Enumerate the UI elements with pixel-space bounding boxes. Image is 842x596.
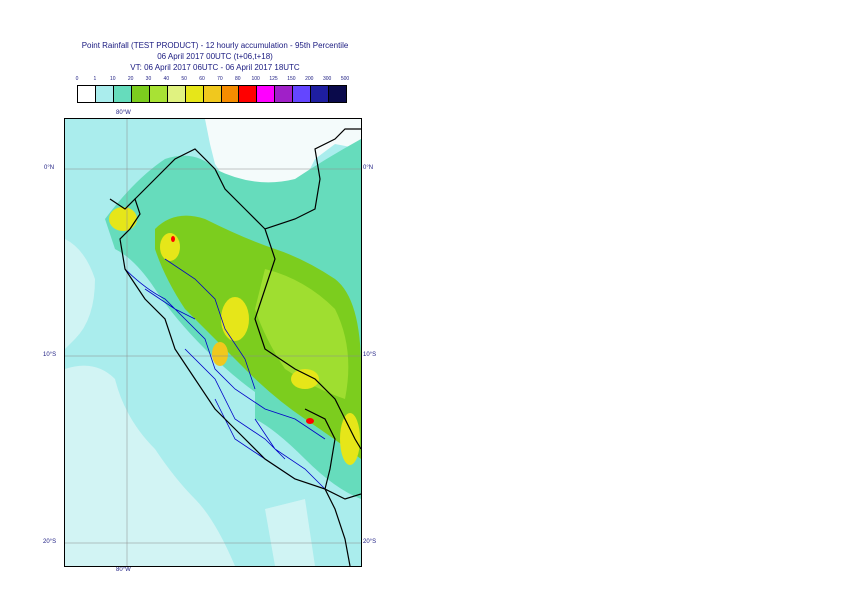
legend-swatch-13 <box>311 86 330 102</box>
national-border-east <box>254 228 361 450</box>
green-rain-area <box>155 215 361 459</box>
pale-area-ocean-band <box>65 365 235 566</box>
title-line-1: Point Rainfall (TEST PRODUCT) - 12 hourl… <box>81 41 349 50</box>
legend-swatch-11 <box>275 86 294 102</box>
legend-swatch-7 <box>203 86 222 102</box>
lat-label-right-0: 0°N <box>363 165 374 171</box>
legend-swatch-3 <box>131 86 150 102</box>
legend-threshold-13: 200 <box>305 76 314 82</box>
yellow-patch-east <box>291 369 319 389</box>
top-longitude-label: 80°W <box>116 110 131 116</box>
legend-swatch-8 <box>221 86 240 102</box>
map-svg <box>65 119 361 566</box>
yellow-patch-central <box>221 297 249 341</box>
legend-threshold-12: 150 <box>287 76 296 82</box>
map-title: Point Rainfall (TEST PRODUCT) - 12 hourl… <box>0 40 430 73</box>
lat-label-right-20: 20°S <box>363 539 377 545</box>
legend-swatch-2 <box>113 86 132 102</box>
lat-label-left-10: 10°S <box>43 352 57 358</box>
title-line-3: VT: 06 April 2017 06UTC - 06 April 2017 … <box>130 63 300 72</box>
legend-swatch-1 <box>95 86 114 102</box>
pale-area-south-coast <box>265 499 315 566</box>
legend-swatch-12 <box>293 86 312 102</box>
legend-threshold-14: 300 <box>322 76 332 82</box>
legend-swatch-9 <box>239 86 258 102</box>
red-spot-southeast <box>306 418 314 424</box>
legend-threshold-11: 125 <box>269 76 278 82</box>
legend-boxes <box>77 85 347 103</box>
legend-swatch-4 <box>149 86 168 102</box>
national-border-south <box>304 408 361 500</box>
legend-swatch-5 <box>167 86 186 102</box>
bottom-longitude-label: 80°W <box>116 567 131 573</box>
legend-threshold-5: 40 <box>163 76 170 82</box>
red-spot-north <box>171 236 175 242</box>
title-line-2: 06 April 2017 00UTC (t+06,t+18) <box>157 52 273 61</box>
legend-threshold-2: 10 <box>109 76 116 82</box>
legend-swatch-0 <box>78 86 96 102</box>
legend-threshold-7: 60 <box>199 76 205 82</box>
legend-labels: 0 1 10 20 30 40 50 60 70 80 100 125 150 200 300 500 <box>75 76 350 85</box>
yellow-patch-andes-north <box>160 233 180 261</box>
teal-rain-south <box>255 389 361 499</box>
legend-swatch-14 <box>329 86 347 102</box>
color-legend: 0 1 10 20 30 40 50 60 70 80 100 125 150 200 300 500 <box>75 76 350 103</box>
legend-swatch-6 <box>185 86 204 102</box>
yellow-patch-north-coast <box>109 207 137 231</box>
lightgreen-rain-area <box>255 269 349 399</box>
legend-threshold-6: 50 <box>181 76 187 82</box>
legend-swatch-10 <box>257 86 276 102</box>
legend-threshold-3: 20 <box>127 76 134 82</box>
lat-label-left-0: 0°N <box>44 165 55 171</box>
legend-threshold-10: 100 <box>251 76 260 82</box>
orange-patch-central <box>212 342 228 366</box>
lat-label-right-10: 10°S <box>363 352 377 358</box>
regional-borders <box>124 258 326 490</box>
yellow-patch-southeast <box>340 413 360 465</box>
lat-label-left-20: 20°S <box>43 539 57 545</box>
legend-threshold-9: 80 <box>235 76 241 82</box>
legend-threshold-8: 70 <box>217 76 223 82</box>
rainfall-map <box>64 118 362 567</box>
legend-threshold-1: 1 <box>93 76 97 82</box>
pale-area-ocean-west <box>65 239 95 349</box>
pale-area-northeast <box>205 119 361 194</box>
legend-threshold-0: 0 <box>75 76 79 82</box>
legend-threshold-15: 500 <box>340 76 350 82</box>
legend-threshold-4: 30 <box>145 76 152 82</box>
